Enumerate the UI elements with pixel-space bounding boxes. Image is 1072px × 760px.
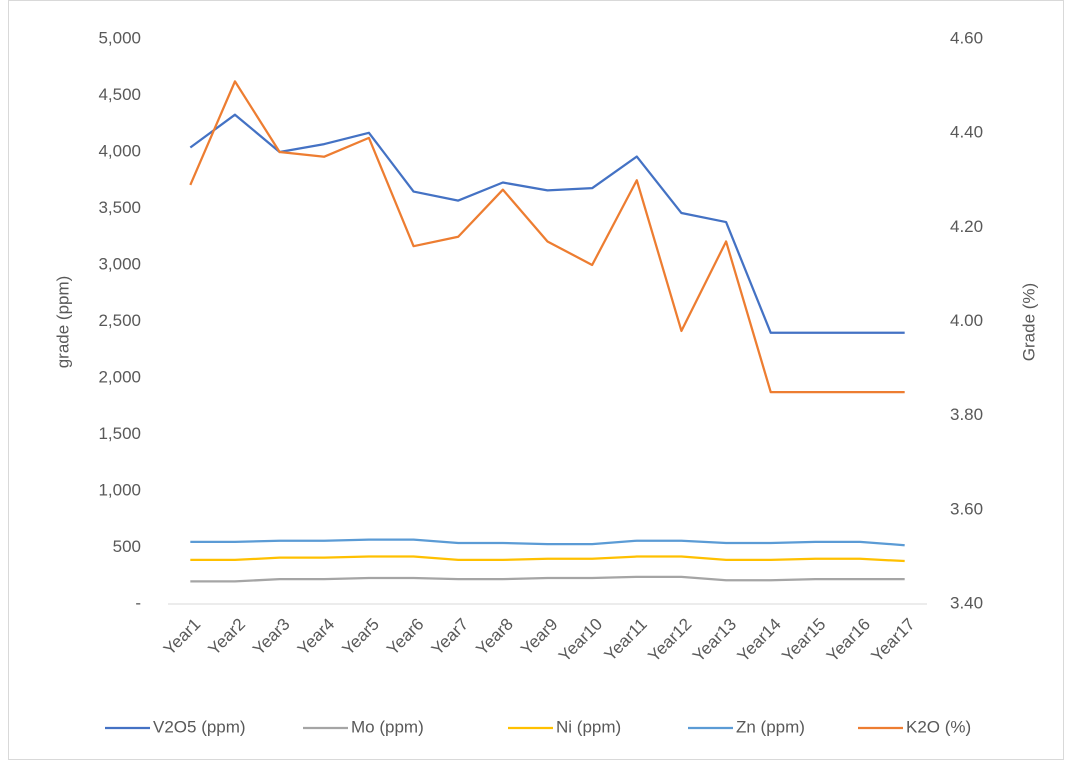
y2-tick-label: 4.20 [950,217,983,236]
y-tick-label: 3,500 [98,198,141,217]
y2-tick-label: 3.80 [950,405,983,424]
y2-tick-label: 4.00 [950,311,983,330]
y2-tick-label: 4.40 [950,123,983,142]
y-tick-label: - [135,593,141,612]
series-line [190,575,905,583]
legend-label: K2O (%) [906,717,971,736]
y-tick-label: 1,500 [98,424,141,443]
chart-frame [8,0,1064,760]
y-tick-label: 4,000 [98,141,141,160]
y2-tick-label: 4.60 [950,28,983,47]
legend-label: Ni (ppm) [556,717,621,736]
y2-tick-label: 3.40 [950,593,983,612]
y-tick-label: 5,000 [98,28,141,47]
y-tick-label: 500 [113,537,141,556]
y2-tick-label: 3.60 [950,499,983,518]
y-tick-label: 3,000 [98,254,141,273]
y-tick-label: 1,000 [98,480,141,499]
y-tick-label: 2,000 [98,367,141,386]
series-line [190,555,905,563]
y-tick-label: 4,500 [98,85,141,104]
legend-label: Zn (ppm) [736,717,805,736]
legend-label: Mo (ppm) [351,717,424,736]
y2-axis-title: Grade (%) [1019,283,1038,361]
series-line [189,113,905,334]
legend-label: V2O5 (ppm) [153,717,246,736]
y-tick-label: 2,500 [98,311,141,330]
series-line [189,80,905,394]
series-line [190,538,905,547]
y-axis-title: grade (ppm) [53,276,72,369]
